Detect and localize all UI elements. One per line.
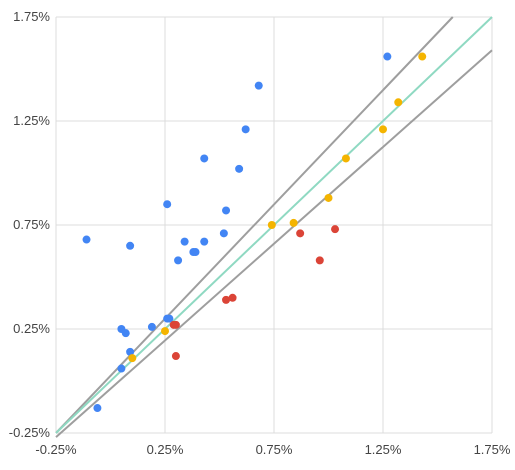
data-point-series-0	[200, 154, 209, 163]
axis-tick-labels: -0.25% 0.25% 0.75% 1.25% 1.75% -0.25% 0.25% 0.7…	[9, 9, 511, 457]
data-point-series-2	[341, 154, 350, 163]
data-point-series-0	[235, 164, 244, 173]
data-point-series-0	[121, 329, 130, 338]
data-point-series-0	[93, 404, 102, 413]
data-point-series-0	[147, 322, 156, 331]
data-point-series-0	[126, 347, 135, 356]
data-point-series-2	[161, 327, 169, 336]
data-point-series-1	[222, 295, 231, 304]
data-point-series-1	[171, 320, 180, 329]
data-point-series-2	[267, 221, 276, 229]
y-tick-label: -0.25%	[9, 425, 51, 440]
data-point-series-2	[324, 193, 333, 202]
data-point-series-1	[171, 352, 180, 361]
data-point-series-1	[296, 229, 305, 238]
data-point-series-2	[379, 125, 387, 134]
data-point-series-0	[191, 248, 200, 257]
grid-lines	[55, 16, 493, 434]
data-point-series-0	[241, 125, 250, 134]
data-point-series-0	[219, 229, 228, 238]
data-point-series-0	[165, 314, 174, 323]
data-point-series-0	[200, 237, 209, 246]
y-tick-label: 0.25%	[13, 321, 50, 336]
y-tick-label: 1.75%	[13, 9, 50, 24]
data-point-series-0	[126, 241, 135, 250]
data-point-series-0	[222, 206, 231, 215]
x-tick-label: 1.75%	[474, 442, 511, 457]
data-point-series-2	[289, 218, 298, 227]
x-tick-label: 0.75%	[256, 442, 293, 457]
x-tick-label: 0.25%	[147, 442, 184, 457]
data-point-series-0	[117, 364, 126, 373]
data-point-series-1	[331, 225, 340, 234]
data-point-series-0	[163, 200, 172, 209]
data-point-series-0	[254, 81, 263, 90]
data-point-series-2	[418, 52, 427, 61]
data-point-series-2	[394, 98, 403, 107]
data-point-series-2	[128, 354, 137, 363]
data-point-series-0	[383, 52, 392, 61]
y-tick-label: 0.75%	[13, 217, 50, 232]
data-points	[82, 52, 427, 413]
data-point-series-0	[180, 237, 189, 246]
reference-line-0	[55, 49, 493, 438]
data-point-series-1	[315, 256, 324, 265]
data-point-series-1	[228, 293, 237, 302]
data-point-series-0	[82, 235, 91, 244]
x-tick-label: -0.25%	[35, 442, 77, 457]
x-tick-label: 1.25%	[365, 442, 402, 457]
y-tick-label: 1.25%	[13, 113, 50, 128]
reference-line-1	[55, 16, 454, 434]
data-point-series-0	[174, 256, 183, 265]
